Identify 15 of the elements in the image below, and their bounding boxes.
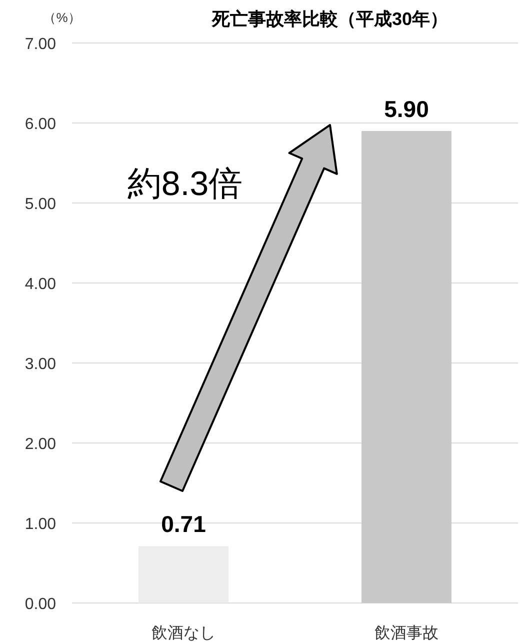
chart-title: 死亡事故率比較（平成30年）	[210, 9, 448, 29]
data-label: 0.71	[161, 511, 206, 538]
y-axis-title: （%）	[43, 10, 81, 25]
x-tick-label: 飲酒事故	[374, 624, 438, 642]
y-tick-label: 0.00	[24, 596, 56, 613]
y-tick-label: 1.00	[24, 516, 56, 533]
y-tick-label: 4.00	[24, 276, 56, 293]
y-tick-label: 2.00	[24, 436, 56, 453]
y-tick-label: 5.00	[24, 196, 56, 213]
data-label: 5.90	[384, 96, 429, 122]
y-tick-label: 7.00	[24, 36, 56, 53]
y-tick-label: 3.00	[24, 356, 56, 373]
y-tick-label: 6.00	[24, 116, 56, 133]
annotation: 約8.3倍	[127, 165, 243, 203]
x-tick-label: 飲酒なし	[152, 624, 216, 642]
